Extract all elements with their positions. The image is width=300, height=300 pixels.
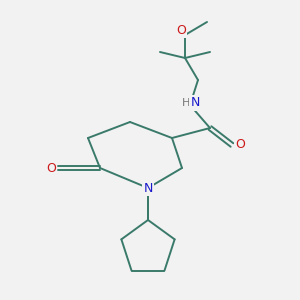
Text: O: O: [176, 23, 186, 37]
Text: H: H: [182, 98, 190, 108]
Text: N: N: [143, 182, 153, 194]
Text: O: O: [46, 161, 56, 175]
Text: O: O: [235, 139, 245, 152]
Text: N: N: [190, 97, 200, 110]
